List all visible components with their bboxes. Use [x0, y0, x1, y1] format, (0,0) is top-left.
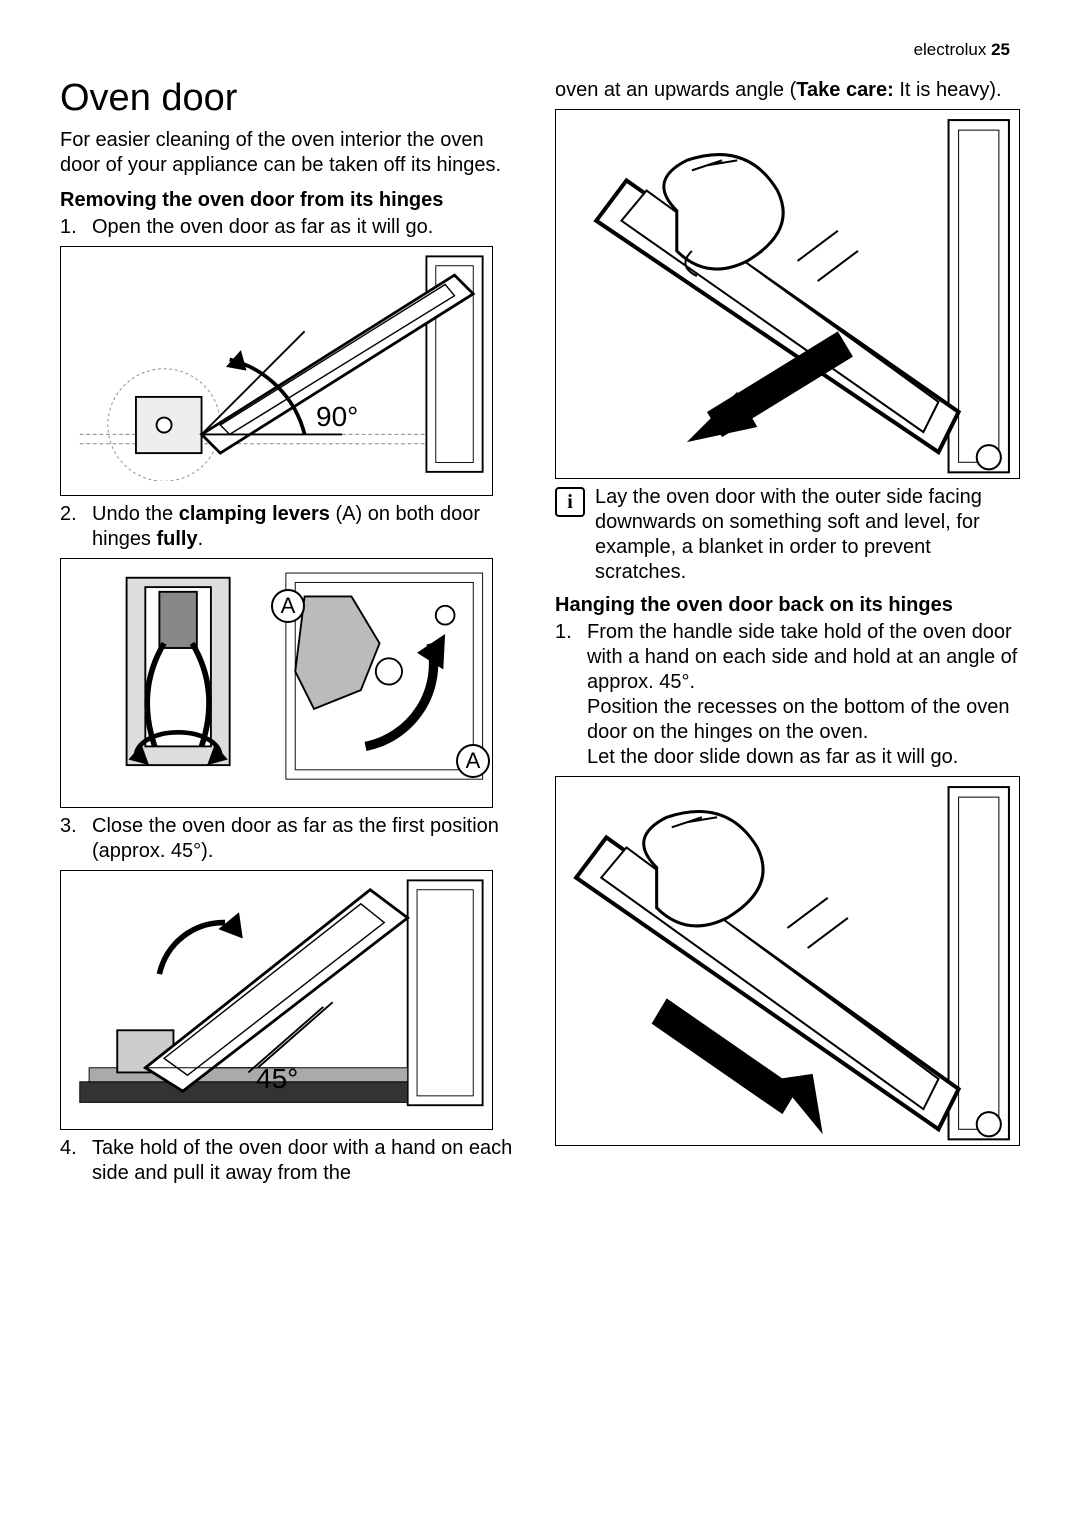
step-1-text: Open the oven door as far as it will go. [92, 216, 433, 238]
info-note: i Lay the oven door with the outer side … [555, 485, 1020, 585]
step-2-text: Undo the clamping levers (A) on both doo… [92, 503, 480, 550]
page-number: 25 [991, 40, 1010, 59]
section-title: Oven door [60, 78, 525, 120]
removing-steps: Open the oven door as far as it will go. [60, 215, 525, 1186]
hang-step-1b: Position the recesses on the bottom of t… [587, 696, 1009, 743]
step4-continuation: oven at an upwards angle (Take care: It … [555, 78, 1020, 103]
label-a-2: A [456, 744, 490, 778]
subheading-removing: Removing the oven door from its hinges [60, 188, 525, 213]
diagram-open-90 [61, 247, 492, 481]
manual-page: electrolux 25 Oven door For easier clean… [0, 0, 1080, 1250]
info-icon: i [555, 487, 585, 517]
step-2: Undo the clamping levers (A) on both doo… [60, 502, 525, 808]
figure-90deg: 90° [60, 246, 493, 496]
two-column-layout: Oven door For easier cleaning of the ove… [60, 78, 1020, 1190]
figure-levers: A A [60, 558, 493, 808]
step-4-text: Take hold of the oven door with a hand o… [92, 1137, 512, 1184]
step-4: Take hold of the oven door with a hand o… [60, 1136, 525, 1186]
diagram-pull-away [556, 110, 1019, 479]
left-column: Oven door For easier cleaning of the ove… [60, 78, 525, 1190]
hanging-steps: From the handle side take hold of the ov… [555, 620, 1020, 1146]
angle-45-label: 45° [256, 1061, 298, 1096]
page-header: electrolux 25 [60, 40, 1020, 60]
info-text: Lay the oven door with the outer side fa… [595, 485, 1020, 585]
step-1: Open the oven door as far as it will go. [60, 215, 525, 496]
subheading-hanging: Hanging the oven door back on its hinges [555, 593, 1020, 618]
figure-pull-away [555, 109, 1020, 479]
hang-step-1c: Let the door slide down as far as it wil… [587, 746, 958, 768]
step-3: Close the oven door as far as the first … [60, 814, 525, 1130]
hang-step-1a: From the handle side take hold of the ov… [587, 621, 1017, 693]
right-column: oven at an upwards angle (Take care: It … [555, 78, 1020, 1190]
brand-label: electrolux [914, 40, 987, 59]
step-3-text: Close the oven door as far as the first … [92, 815, 499, 862]
hang-step-1: From the handle side take hold of the ov… [555, 620, 1020, 1146]
label-a-1: A [271, 589, 305, 623]
intro-paragraph: For easier cleaning of the oven interior… [60, 128, 525, 178]
figure-45deg: 45° [60, 870, 493, 1130]
angle-90-label: 90° [316, 399, 358, 434]
figure-slide-down [555, 776, 1020, 1146]
diagram-slide-down [556, 777, 1019, 1146]
